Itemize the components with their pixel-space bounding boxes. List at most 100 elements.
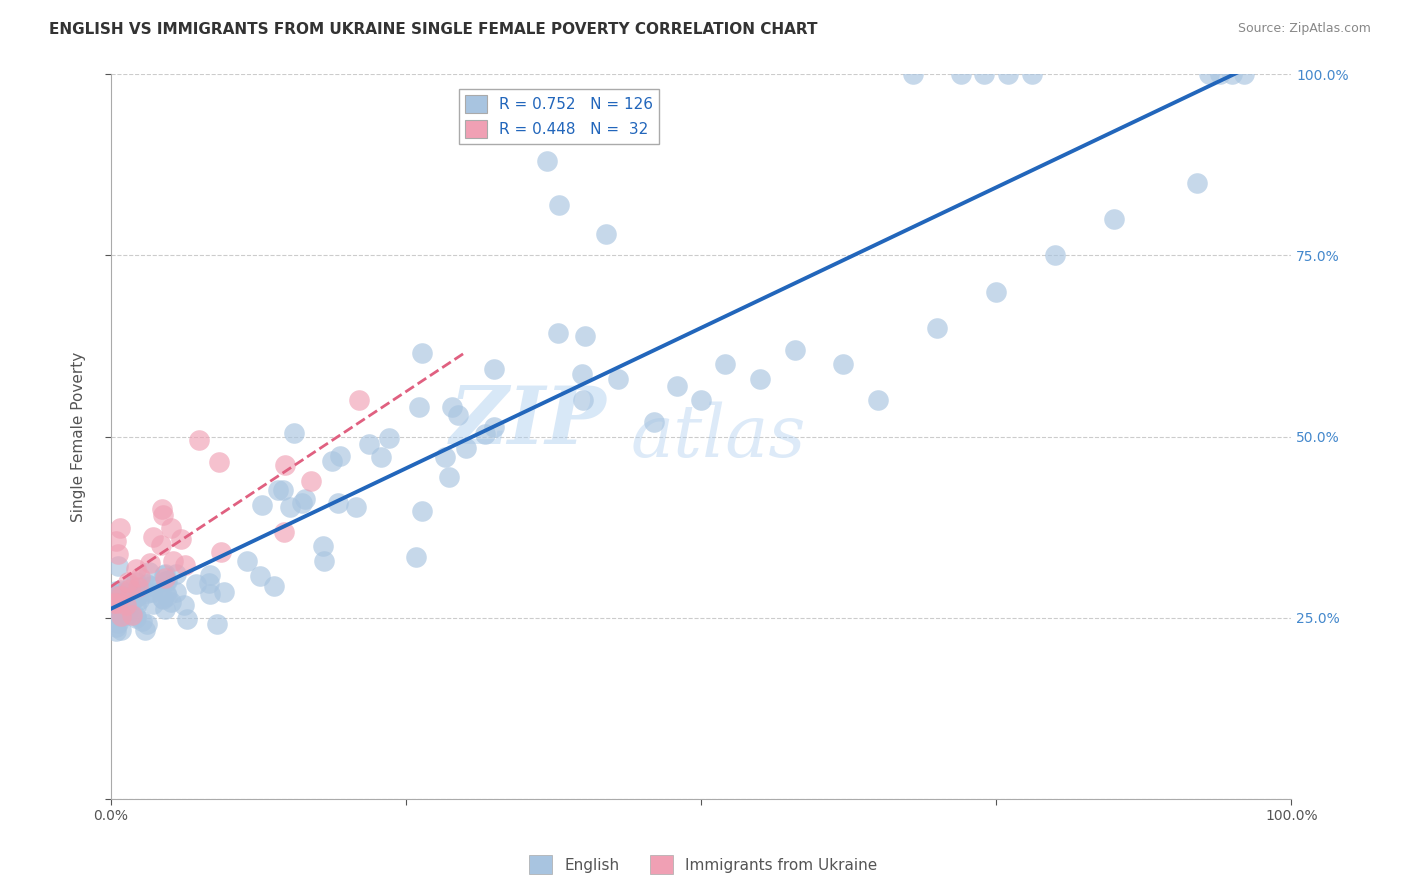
Point <box>125 608 148 623</box>
Point <box>165 584 187 599</box>
Point <box>437 470 460 484</box>
Point <box>128 570 150 584</box>
Point <box>125 599 148 613</box>
Point <box>209 545 232 559</box>
Point <box>110 624 132 638</box>
Point <box>312 539 335 553</box>
Point <box>903 67 925 81</box>
Point <box>666 378 689 392</box>
Point <box>1220 67 1243 81</box>
Point <box>110 589 132 603</box>
Legend: English, Immigrants from Ukraine: English, Immigrants from Ukraine <box>523 849 883 880</box>
Point <box>120 582 142 596</box>
Point <box>1185 176 1208 190</box>
Point <box>128 593 150 607</box>
Point <box>299 474 322 488</box>
Point <box>115 596 138 610</box>
Point <box>474 426 496 441</box>
Point <box>142 597 165 611</box>
Text: Source: ZipAtlas.com: Source: ZipAtlas.com <box>1237 22 1371 36</box>
Point <box>120 579 142 593</box>
Point <box>139 579 162 593</box>
Point <box>125 574 148 589</box>
Point <box>236 554 259 568</box>
Point <box>108 594 131 608</box>
Point <box>105 619 128 633</box>
Point <box>124 591 146 605</box>
Point <box>548 197 571 211</box>
Point <box>868 393 890 408</box>
Point <box>105 624 128 638</box>
Point <box>150 502 173 516</box>
Point <box>571 367 593 381</box>
Point <box>138 566 160 580</box>
Point <box>344 500 367 514</box>
Point <box>105 590 128 604</box>
Point <box>1102 212 1125 227</box>
Point <box>110 589 132 603</box>
Point <box>162 554 184 568</box>
Point <box>749 371 772 385</box>
Point <box>165 567 187 582</box>
Point <box>149 538 172 552</box>
Point <box>357 437 380 451</box>
Point <box>105 596 128 610</box>
Point <box>105 604 128 618</box>
Point <box>155 586 177 600</box>
Point <box>105 603 128 617</box>
Point <box>107 548 129 562</box>
Text: ZIP: ZIP <box>450 384 606 461</box>
Point <box>142 530 165 544</box>
Point <box>643 415 665 429</box>
Point <box>278 500 301 514</box>
Point <box>173 558 195 572</box>
Point <box>547 326 569 340</box>
Point <box>105 597 128 611</box>
Point <box>1021 67 1043 81</box>
Point <box>408 400 430 414</box>
Point <box>121 607 143 622</box>
Point <box>105 586 128 600</box>
Point <box>370 450 392 465</box>
Point <box>117 603 139 617</box>
Point <box>713 357 735 371</box>
Text: ENGLISH VS IMMIGRANTS FROM UKRAINE SINGLE FEMALE POVERTY CORRELATION CHART: ENGLISH VS IMMIGRANTS FROM UKRAINE SINGL… <box>49 22 818 37</box>
Point <box>156 589 179 603</box>
Point <box>136 577 159 591</box>
Point <box>690 393 713 408</box>
Point <box>155 574 177 589</box>
Point <box>152 591 174 606</box>
Point <box>273 458 295 473</box>
Point <box>173 598 195 612</box>
Point <box>107 602 129 616</box>
Point <box>949 67 972 81</box>
Point <box>574 328 596 343</box>
Point <box>314 554 336 568</box>
Point <box>105 592 128 607</box>
Point <box>127 580 149 594</box>
Point <box>441 400 464 414</box>
Point <box>1198 67 1220 81</box>
Point <box>198 576 221 591</box>
Point <box>607 371 630 385</box>
Point <box>411 504 433 518</box>
Legend: R = 0.752   N = 126, R = 0.448   N =  32: R = 0.752 N = 126, R = 0.448 N = 32 <box>460 89 659 145</box>
Point <box>103 596 125 610</box>
Point <box>212 585 235 599</box>
Point <box>155 574 177 588</box>
Point <box>115 608 138 623</box>
Point <box>152 508 174 523</box>
Point <box>198 587 221 601</box>
Point <box>595 227 617 241</box>
Point <box>973 67 995 81</box>
Point <box>273 525 295 540</box>
Point <box>572 393 595 408</box>
Point <box>153 567 176 582</box>
Point <box>125 590 148 604</box>
Point <box>115 604 138 618</box>
Point <box>205 617 228 632</box>
Point <box>329 449 352 463</box>
Point <box>176 612 198 626</box>
Point <box>1043 248 1066 262</box>
Point <box>111 591 134 605</box>
